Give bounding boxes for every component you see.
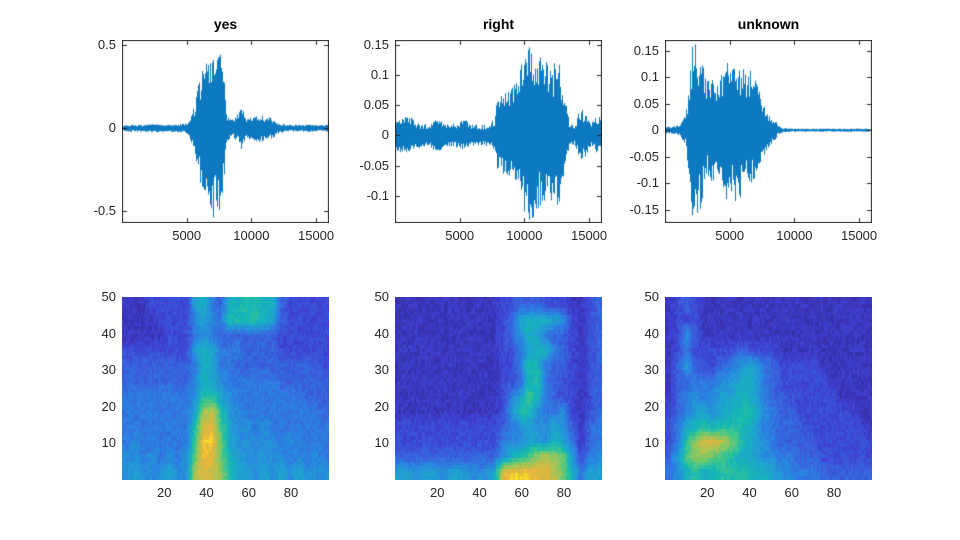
subplot-waveform-unknown: unknown 5000 10000 15000 -0.15 -0.1 -0.05 0 0.0…: [629, 16, 877, 243]
y-tick-label: 0.05: [633, 95, 659, 111]
y-tick-label: 20: [101, 398, 116, 414]
plot-title-yes: yes: [213, 16, 238, 32]
x-tick-label: 40: [472, 485, 487, 500]
plot-title-right: right: [482, 16, 515, 32]
x-tick-label: 80: [826, 485, 842, 500]
y-tick-label: 30: [101, 362, 116, 378]
subplot-waveform-right: right 5000 10000 15000 -0.1 -0.05 0 0.05 0.1 0.1…: [359, 16, 607, 243]
y-tick-label: -0.1: [366, 187, 389, 203]
y-tick-label: 40: [101, 325, 116, 341]
y-tick-label: 30: [644, 362, 659, 378]
y-tick-label: 20: [644, 398, 659, 414]
x-tick-label: 40: [199, 485, 214, 500]
y-tick-label: 50: [644, 289, 659, 304]
y-tick-label: 0: [108, 120, 116, 136]
subplot-waveform-yes: yes 5000 10000 15000 -0.5 0 0.5: [94, 16, 335, 243]
x-tick-label: 40: [742, 485, 757, 500]
y-tick-label: 30: [374, 362, 389, 378]
y-tick-label: 0.15: [363, 36, 389, 52]
y-tick-label: 40: [374, 325, 389, 341]
y-tick-label: -0.1: [636, 175, 659, 191]
y-tick-label: 0.1: [370, 67, 389, 83]
x-tick-label: 5000: [445, 228, 475, 243]
y-tick-label: 0: [381, 127, 389, 143]
y-tick-label: 20: [374, 398, 389, 414]
plot-title-unknown: unknown: [737, 16, 800, 32]
x-tick-label: 10000: [506, 228, 543, 243]
x-tick-label: 15000: [297, 228, 335, 243]
spectrogram-canvas-right: [395, 297, 602, 480]
x-tick-label: 60: [784, 485, 799, 500]
waveform-canvas-unknown: [665, 40, 872, 223]
waveform-canvas-yes: [122, 40, 329, 223]
y-tick-label: -0.5: [93, 203, 116, 219]
spectrogram-canvas-yes: [122, 297, 329, 480]
x-tick-label: 5000: [715, 228, 745, 243]
x-tick-label: 60: [514, 485, 529, 500]
spectrogram-canvas-unknown: [665, 297, 872, 480]
y-tick-label: 50: [101, 289, 116, 304]
y-tick-label: 0.05: [363, 97, 389, 113]
x-tick-label: 20: [157, 485, 172, 500]
x-tick-label: 20: [700, 485, 715, 500]
y-tick-label: -0.05: [359, 157, 389, 173]
x-tick-label: 60: [241, 485, 256, 500]
y-tick-label: 50: [374, 289, 389, 304]
y-tick-label: 10: [374, 435, 389, 451]
y-tick-label: -0.15: [629, 201, 659, 217]
waveform-canvas-right: [395, 40, 602, 223]
x-tick-label: 20: [430, 485, 445, 500]
x-tick-label: 80: [283, 485, 299, 500]
y-tick-label: 0.5: [97, 37, 116, 52]
x-tick-label: 15000: [840, 228, 878, 243]
y-tick-label: 0: [651, 122, 659, 138]
y-tick-label: 40: [644, 325, 659, 341]
x-tick-label: 5000: [172, 228, 202, 243]
x-tick-label: 10000: [776, 228, 813, 243]
y-tick-label: 10: [644, 435, 659, 451]
x-tick-label: 80: [556, 485, 572, 500]
subplot-spectrogram-unknown: 20 40 60 80 10 20 30 40 50: [645, 289, 872, 500]
y-tick-label: 10: [101, 435, 116, 451]
y-tick-label: -0.05: [629, 148, 659, 164]
subplot-spectrogram-right: 20 40 60 80 10 20 30 40 50: [375, 289, 602, 500]
x-tick-label: 10000: [233, 228, 270, 243]
x-tick-label: 15000: [570, 228, 608, 243]
y-tick-label: 0.1: [640, 69, 659, 85]
subplot-spectrogram-yes: 20 40 60 80 10 20 30 40 50: [102, 289, 329, 500]
y-tick-label: 0.15: [633, 42, 659, 58]
